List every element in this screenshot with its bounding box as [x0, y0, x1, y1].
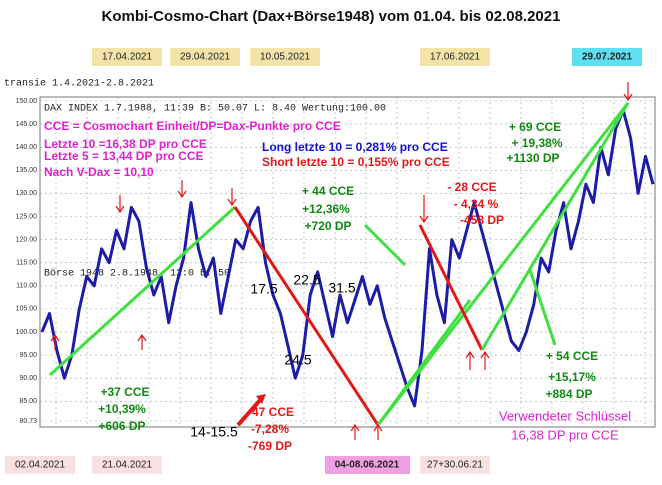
annotation: +15,17% [548, 370, 596, 384]
arrow [623, 82, 633, 102]
y-tick-label: 80.73 [19, 418, 37, 425]
annotation: 16,38 DP pro CCE [511, 427, 619, 442]
annotation: -769 DP [248, 439, 292, 453]
y-tick-label: 145.00 [16, 121, 38, 128]
arrow [50, 333, 60, 350]
date-box [92, 456, 162, 474]
date-label: 04-08.06.2021 [335, 460, 400, 471]
annotation: +10,39% [98, 402, 146, 416]
date-box [170, 48, 240, 66]
annotation: 22.5 [293, 272, 320, 288]
annotation: - 4,34 % [454, 197, 499, 211]
trend-line [376, 102, 630, 426]
y-tick-label: 85.00 [19, 398, 37, 405]
plot-frame [39, 96, 656, 428]
arrow [177, 180, 187, 199]
header-text: Börse 1948 2.8.1948, 12:0 B: 50 [44, 268, 230, 280]
annotation: CCE = Cosmochart Einheit/DP=Dax-Punkte p… [44, 119, 341, 133]
annotation: Short letzte 10 = 0,155% pro CCE [262, 155, 450, 169]
annotation: 24.5 [284, 352, 311, 368]
annotation: -7,28% [251, 422, 289, 436]
y-tick-label: 110.00 [16, 283, 37, 290]
y-tick-label: 140.00 [16, 144, 38, 151]
date-box [92, 48, 162, 66]
chart-title: Kombi-Cosmo-Chart (Dax+Börse1948) vom 01… [102, 8, 561, 25]
trend-line [480, 102, 630, 351]
annotation: + 54 CCE [546, 349, 598, 363]
y-tick-label: 120.00 [16, 236, 38, 243]
header-text: transie 1.4.2021-2.8.2021 [4, 78, 154, 90]
arrow [115, 195, 125, 214]
annotation: + 69 CCE [509, 120, 561, 134]
date-label: 21.04.2021 [102, 460, 152, 471]
date-box [250, 48, 320, 66]
annotation: 17.5 [250, 281, 277, 297]
y-tick-label: 100.00 [16, 329, 38, 336]
y-tick-label: 115.00 [16, 260, 37, 267]
arrow [350, 423, 360, 440]
arrow [465, 350, 475, 370]
date-label: 17.04.2021 [102, 52, 152, 63]
arrow [227, 188, 237, 207]
arrow [256, 394, 266, 404]
trend-line [233, 206, 380, 426]
y-tick-label: 135.00 [16, 167, 38, 174]
date-box [420, 456, 490, 474]
arrow [137, 333, 147, 350]
annotation: -47 CCE [248, 405, 294, 419]
date-label: 29.04.2021 [180, 52, 230, 63]
trend-line [363, 223, 407, 267]
y-tick-label: 90.00 [19, 375, 37, 382]
date-box [420, 48, 490, 66]
y-tick-label: 150.00 [16, 98, 38, 105]
date-label: 27+30.06.21 [427, 460, 483, 471]
trend-line [48, 205, 237, 377]
header-text: DAX INDEX 1.7.1988, 11:39 B: 50.07 L: 8.… [44, 104, 386, 115]
date-label: 29.07.2021 [582, 52, 632, 63]
annotation: + 44 CCE [302, 184, 354, 198]
trend-line [418, 224, 484, 351]
y-tick-label: 130.00 [16, 190, 38, 197]
y-tick-label: 95.00 [19, 352, 37, 359]
y-tick-label: 125.00 [16, 213, 38, 220]
annotation: Long letzte 10 = 0,281% pro CCE [262, 140, 448, 154]
annotation: +606 DP [98, 419, 145, 433]
annotation: +1130 DP [506, 151, 559, 165]
date-box [5, 456, 75, 474]
annotation: 14-15.5 [190, 424, 238, 440]
price-line [40, 108, 655, 408]
annotation: Nach V-Dax = 10,10 [44, 165, 154, 179]
annotation: 31.5 [328, 280, 355, 296]
trend-line [376, 299, 472, 426]
annotation: Verwendeter Schlüssel [499, 408, 631, 423]
date-box [325, 456, 410, 474]
arrow [236, 396, 264, 427]
annotation: +884 DP [545, 387, 592, 401]
arrow [419, 195, 429, 224]
annotation: +12,36% [302, 202, 350, 216]
annotation: - 28 CCE [447, 180, 496, 194]
annotation: + 19,38% [511, 136, 562, 150]
date-box [572, 48, 642, 66]
date-label: 02.04.2021 [15, 460, 65, 471]
date-label: 17.06.2021 [430, 52, 480, 63]
arrow [373, 423, 383, 440]
annotation: Letzte 10 =16,38 DP pro CCE [44, 137, 207, 151]
annotation: +720 DP [304, 219, 351, 233]
trend-line [528, 269, 557, 346]
date-label: 10.05.2021 [260, 52, 310, 63]
arrow [480, 350, 490, 370]
annotation: -458 DP [460, 213, 504, 227]
annotation: +37 CCE [100, 385, 149, 399]
annotation: Letzte 5 = 13,44 DP pro CCE [44, 149, 204, 163]
y-tick-label: 105.00 [16, 306, 38, 313]
